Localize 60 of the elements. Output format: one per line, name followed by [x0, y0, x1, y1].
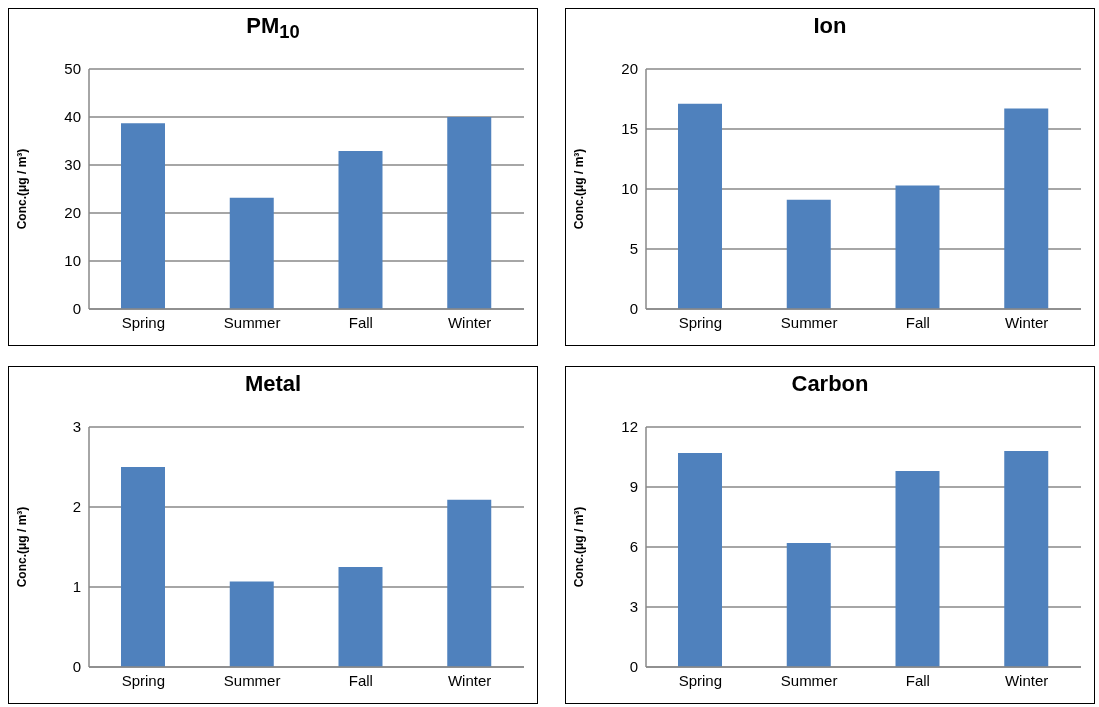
bar: [678, 453, 722, 667]
bar: [1004, 451, 1049, 667]
y-tick-label: 30: [64, 156, 81, 174]
bar: [229, 581, 274, 667]
bar: [786, 543, 831, 667]
y-axis-title: Conc.(μg / m³): [572, 506, 587, 588]
bar: [447, 117, 492, 309]
chart-title: Ion: [812, 13, 848, 39]
y-tick-label: 20: [64, 204, 81, 222]
y-tick-label: 5: [629, 240, 638, 258]
bar: [895, 185, 940, 309]
y-axis-title: Conc.(μg / m³): [572, 148, 587, 230]
x-tick-label: Spring: [678, 671, 723, 689]
y-tick-label: 0: [72, 300, 81, 318]
bar: [447, 499, 492, 667]
x-tick-label: Fall: [348, 671, 373, 689]
y-tick-label: 10: [64, 252, 81, 270]
bar: [121, 123, 165, 309]
chart-title: PM$_{10}$: [245, 13, 301, 44]
x-tick-label: Winter: [447, 671, 492, 689]
y-tick-label: 6: [629, 538, 638, 556]
y-tick-label: 12: [621, 418, 638, 436]
bar: [338, 567, 383, 667]
bar: [338, 151, 383, 309]
x-tick-label: Winter: [1004, 313, 1049, 331]
y-tick-label: 50: [64, 60, 81, 78]
bar: [895, 471, 940, 667]
x-tick-label: Fall: [348, 313, 373, 331]
x-tick-label: Summer: [223, 313, 281, 331]
x-tick-label: Summer: [780, 313, 838, 331]
bar: [229, 197, 274, 309]
x-tick-label: Spring: [121, 671, 166, 689]
x-tick-label: Fall: [905, 671, 930, 689]
y-tick-label: 10: [621, 180, 638, 198]
x-tick-label: Summer: [223, 671, 281, 689]
chart-title: Metal: [243, 371, 303, 397]
x-tick-label: Winter: [1004, 671, 1049, 689]
y-axis-title: Conc.(μg / m³): [15, 506, 30, 588]
y-tick-label: 3: [72, 418, 81, 436]
x-tick-label: Spring: [121, 313, 166, 331]
bar: [121, 467, 165, 667]
y-tick-label: 0: [629, 300, 638, 318]
y-tick-label: 0: [72, 658, 81, 676]
x-tick-label: Fall: [905, 313, 930, 331]
bar: [1004, 108, 1049, 309]
y-tick-label: 9: [629, 478, 638, 496]
y-tick-label: 1: [72, 578, 81, 596]
x-tick-label: Winter: [447, 313, 492, 331]
y-tick-label: 15: [621, 120, 638, 138]
y-tick-label: 40: [64, 108, 81, 126]
y-tick-label: 2: [72, 498, 81, 516]
y-tick-label: 3: [629, 598, 638, 616]
chart-title: Carbon: [790, 371, 870, 397]
bar: [678, 103, 722, 309]
bar: [786, 199, 831, 309]
x-tick-label: Spring: [678, 313, 723, 331]
y-tick-label: 0: [629, 658, 638, 676]
y-tick-label: 20: [621, 60, 638, 78]
x-tick-label: Summer: [780, 671, 838, 689]
y-axis-title: Conc.(μg / m³): [15, 148, 30, 230]
